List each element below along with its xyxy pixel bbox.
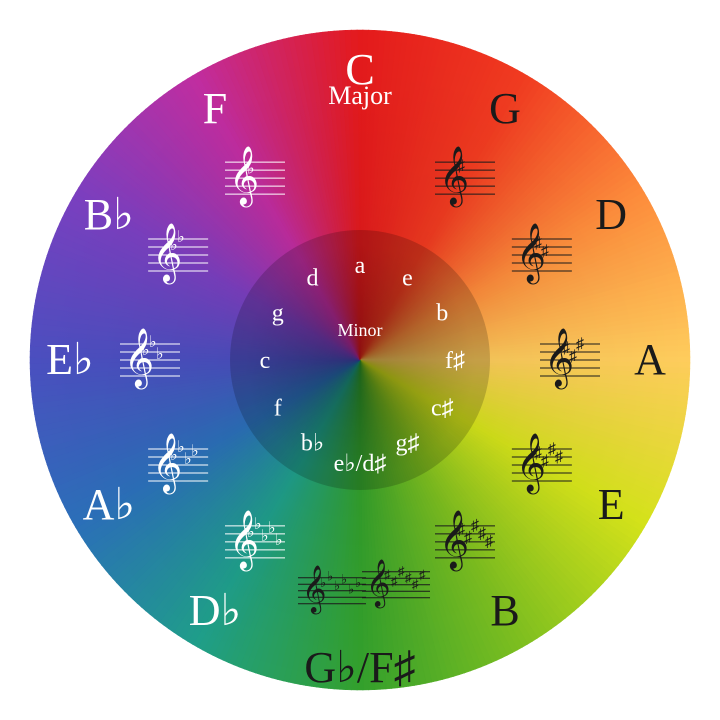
svg-text:♯: ♯	[412, 577, 419, 592]
minor-key-label: b	[436, 301, 448, 327]
svg-text:𝄞: 𝄞	[439, 147, 469, 208]
minor-key-label: b♭	[301, 430, 324, 456]
svg-text:𝄞: 𝄞	[229, 147, 259, 208]
svg-text:♭: ♭	[327, 568, 333, 583]
circle-of-fifths-diagram: MajorMinorCaGe𝄞♯Db𝄞♯♯Af♯𝄞♯♯♯Ec♯𝄞♯♯♯♯Bg♯𝄞…	[0, 0, 720, 720]
svg-text:♭: ♭	[247, 160, 255, 177]
minor-key-label: f	[274, 396, 282, 422]
svg-text:♭: ♭	[334, 578, 340, 593]
svg-text:♭: ♭	[320, 575, 326, 590]
minor-key-label: c♯	[431, 396, 454, 422]
svg-text:♭: ♭	[156, 346, 164, 363]
major-key-label: F	[203, 84, 227, 133]
minor-key-label: e	[402, 266, 413, 292]
major-key-label: G	[489, 84, 521, 133]
minor-key-label: e♭/d♯	[334, 451, 387, 477]
minor-key-label: g	[272, 301, 284, 327]
major-key-label: E	[598, 480, 625, 529]
svg-text:♯: ♯	[419, 567, 426, 582]
svg-text:♭: ♭	[348, 581, 354, 596]
major-key-label: A	[634, 335, 666, 384]
svg-text:♭: ♭	[275, 532, 283, 549]
svg-text:♭: ♭	[355, 575, 361, 590]
major-key-label: A♭	[83, 480, 136, 529]
svg-text:♯: ♯	[485, 534, 493, 551]
svg-text:♯: ♯	[384, 567, 391, 582]
major-key-label: B♭	[84, 190, 134, 239]
svg-text:♭: ♭	[177, 229, 185, 246]
minor-key-label: f♯	[445, 348, 465, 374]
minor-key-label: a	[355, 253, 366, 279]
major-key-label: D♭	[189, 586, 242, 635]
minor-key-label: d	[307, 266, 319, 292]
svg-text:♯: ♯	[391, 573, 398, 588]
svg-text:♯: ♯	[576, 336, 584, 353]
svg-text:♭: ♭	[341, 572, 347, 587]
major-key-label: B	[490, 586, 519, 635]
svg-text:♭: ♭	[191, 443, 199, 460]
svg-text:♯: ♯	[398, 564, 405, 579]
major-key-label: D	[595, 190, 627, 239]
major-key-label: G♭/F♯	[304, 643, 415, 692]
svg-text:♯: ♯	[555, 449, 563, 466]
title-minor: Minor	[338, 320, 383, 340]
minor-key-label: g♯	[396, 430, 420, 456]
svg-text:♯: ♯	[541, 243, 549, 260]
minor-key-label: c	[260, 348, 271, 374]
major-key-label: E♭	[46, 335, 94, 384]
svg-text:♯: ♯	[405, 570, 412, 585]
svg-text:♯: ♯	[457, 158, 465, 175]
major-key-label: C	[345, 45, 374, 94]
